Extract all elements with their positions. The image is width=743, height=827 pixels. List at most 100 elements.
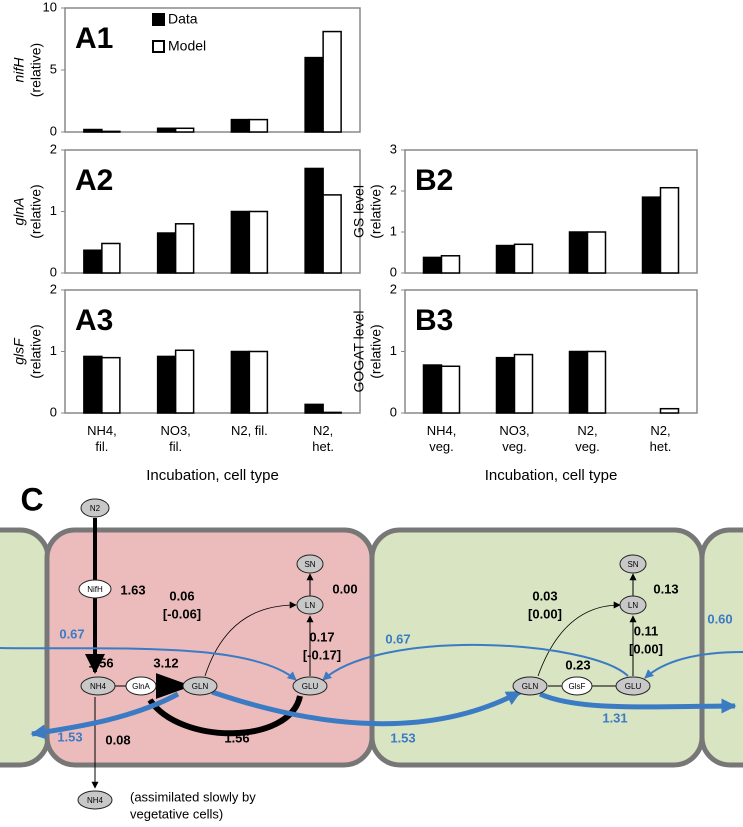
y-axis-label: (relative) xyxy=(368,324,384,378)
x-tick-label: NO3, veg. xyxy=(499,423,530,454)
y-axis-label: nifH xyxy=(11,57,27,83)
x-tick-label: N2, veg. xyxy=(575,423,600,454)
bar xyxy=(440,255,461,274)
panel-label: A1 xyxy=(75,22,113,55)
flux: 0.13 xyxy=(653,581,678,596)
flux: 0.60 xyxy=(707,611,732,626)
y-axis-label: (relative) xyxy=(28,324,44,378)
bar xyxy=(174,223,195,274)
y-tick-label: 1 xyxy=(50,203,57,218)
bar xyxy=(174,349,195,414)
bar xyxy=(101,242,121,274)
y-tick-label: 0 xyxy=(50,404,57,419)
flux: [-0.06] xyxy=(163,606,201,621)
note: (assimilated slowly by xyxy=(130,789,256,804)
y-tick-label: 0 xyxy=(50,123,57,138)
bar xyxy=(513,243,534,274)
panel-label: B3 xyxy=(415,304,453,337)
node-label: SN xyxy=(304,560,315,569)
bar xyxy=(248,210,269,274)
y-axis-label: GOGAT level xyxy=(351,311,367,393)
x-tick-label: NH4, fil. xyxy=(87,423,117,454)
flux: 0.11 xyxy=(634,623,659,638)
flux: 0.67 xyxy=(59,626,84,641)
legend-swatch xyxy=(152,13,165,26)
node-label: GLU xyxy=(302,682,319,691)
y-tick-label: 0 xyxy=(50,264,57,279)
fluxes: 1.63 0.67 1.56 3.12 0.06 [-0.06] 0.00 0.… xyxy=(57,581,732,747)
bar xyxy=(101,130,121,133)
node-label: GlnA xyxy=(132,682,150,691)
y-tick-label: 0 xyxy=(390,404,397,419)
legend-swatch xyxy=(152,40,165,53)
x-tick-label: N2, het. xyxy=(649,423,672,454)
node-label: SN xyxy=(627,560,638,569)
y-axis-label: GS level xyxy=(351,185,367,238)
x-tick-label: N2, het. xyxy=(312,423,334,454)
legend-label: Model xyxy=(168,38,206,54)
bar xyxy=(322,411,342,414)
y-tick-label: 1 xyxy=(390,223,397,238)
flux: 1.53 xyxy=(390,730,415,745)
x-tick-label: NO3, fil. xyxy=(160,423,191,454)
node-label: GLU xyxy=(625,682,642,691)
y-tick-label: 2 xyxy=(390,281,397,296)
x-tick-label: NH4, veg. xyxy=(426,423,457,454)
flux: 1.56 xyxy=(224,730,249,745)
x-axis-label: Incubation, cell type xyxy=(146,467,279,484)
y-tick-label: 0 xyxy=(390,264,397,279)
bar xyxy=(322,194,342,274)
bar xyxy=(513,353,534,414)
flux: 1.31 xyxy=(602,710,627,725)
flux: 0.00 xyxy=(332,581,357,596)
y-tick-label: 1 xyxy=(390,343,397,358)
flux: 1.63 xyxy=(120,582,145,597)
y-axis-label: (relative) xyxy=(368,184,384,238)
flux: [-0.17] xyxy=(303,647,341,662)
bar xyxy=(659,407,680,414)
x-tick-label: N2, fil. xyxy=(230,423,268,438)
panel-label: C xyxy=(20,481,43,517)
y-axis-label: (relative) xyxy=(28,43,44,97)
node-label: GlsF xyxy=(569,682,586,691)
y-tick-label: 5 xyxy=(50,61,57,76)
bar xyxy=(248,118,269,133)
bar xyxy=(586,231,607,274)
y-tick-label: 2 xyxy=(390,182,397,197)
bar xyxy=(248,350,269,414)
flux: [0.00] xyxy=(629,641,663,656)
panel-label: A3 xyxy=(75,304,113,337)
y-axis-label: glsF xyxy=(11,337,27,365)
node-label: LN xyxy=(305,601,315,610)
y-tick-label: 3 xyxy=(390,141,397,156)
bar xyxy=(440,365,461,414)
flux: 0.08 xyxy=(105,732,130,747)
x-axis-label: Incubation, cell type xyxy=(485,467,618,484)
legend-label: Data xyxy=(168,11,198,27)
panel-label: A2 xyxy=(75,164,113,197)
bar xyxy=(174,127,195,133)
flux: 0.03 xyxy=(532,588,557,603)
bar xyxy=(304,403,324,414)
node-label: NifH xyxy=(87,585,103,594)
flux: 0.06 xyxy=(169,588,194,603)
bar xyxy=(586,350,607,414)
y-axis-label: glnA xyxy=(11,197,27,225)
node-label: GLN xyxy=(522,682,539,691)
y-tick-label: 2 xyxy=(50,281,57,296)
bar xyxy=(322,30,342,133)
y-axis-label: (relative) xyxy=(28,184,44,238)
y-tick-label: 2 xyxy=(50,141,57,156)
flux: 1.56 xyxy=(88,655,113,670)
flux: 0.23 xyxy=(565,657,590,672)
flux: 0.17 xyxy=(309,629,334,644)
flux: 1.53 xyxy=(57,729,82,744)
bar xyxy=(659,186,680,274)
bar xyxy=(101,356,121,414)
flux: 0.67 xyxy=(385,631,410,646)
y-tick-label: 1 xyxy=(50,343,57,358)
y-tick-label: 10 xyxy=(43,0,57,14)
